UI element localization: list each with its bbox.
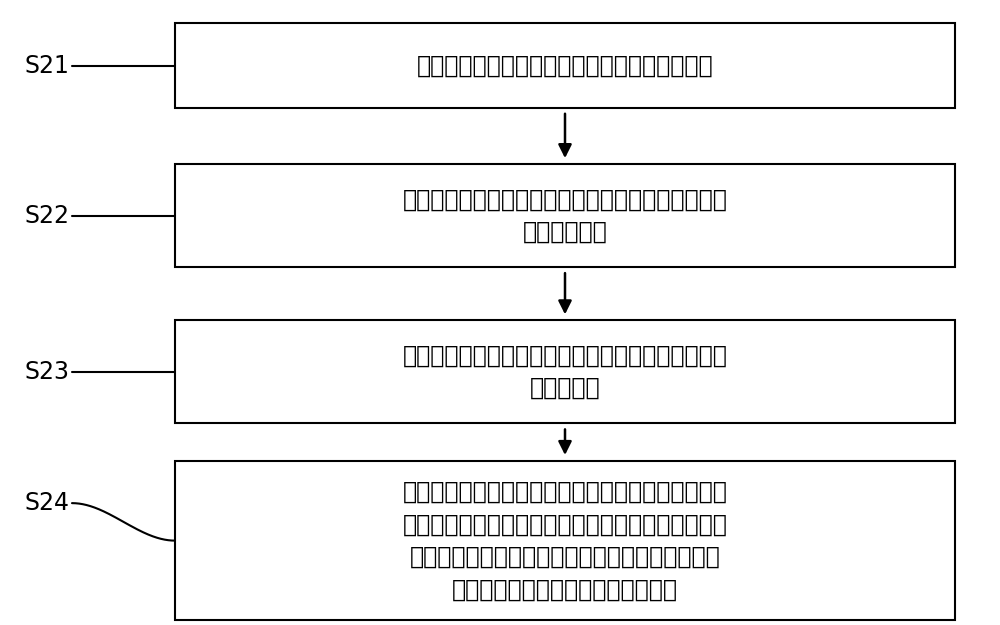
Bar: [175, 23, 955, 107]
Text: 在所述待测螺栓上安装测力传感器，并在所述待测螺
栓上旋入螺母: 在所述待测螺栓上安装测力传感器，并在所述待测螺 栓上旋入螺母: [403, 188, 727, 244]
Text: S24: S24: [24, 491, 70, 515]
Text: S21: S21: [25, 54, 69, 78]
Text: 利用电磁超声测厚技术测量旋紧所述螺母后所述待测
螺栓的第三长度，若判断获知计算得到的第二长度与
测量得到的第三长度之间差值的绝对值小于预设差
值，则所述螺栓预紧: 利用电磁超声测厚技术测量旋紧所述螺母后所述待测 螺栓的第三长度，若判断获知计算得…: [403, 480, 727, 601]
Text: 利用电磁超声测厚技术测量待测螺栓的第一长度: 利用电磁超声测厚技术测量待测螺栓的第一长度: [417, 54, 713, 78]
Text: S23: S23: [24, 360, 70, 384]
Bar: [175, 164, 955, 268]
Text: S22: S22: [24, 204, 70, 228]
Bar: [175, 461, 955, 620]
Bar: [175, 320, 955, 424]
Text: 基于应力应变关系计算旋紧所述螺母后所述待测螺栓
的第二长度: 基于应力应变关系计算旋紧所述螺母后所述待测螺栓 的第二长度: [403, 344, 727, 400]
